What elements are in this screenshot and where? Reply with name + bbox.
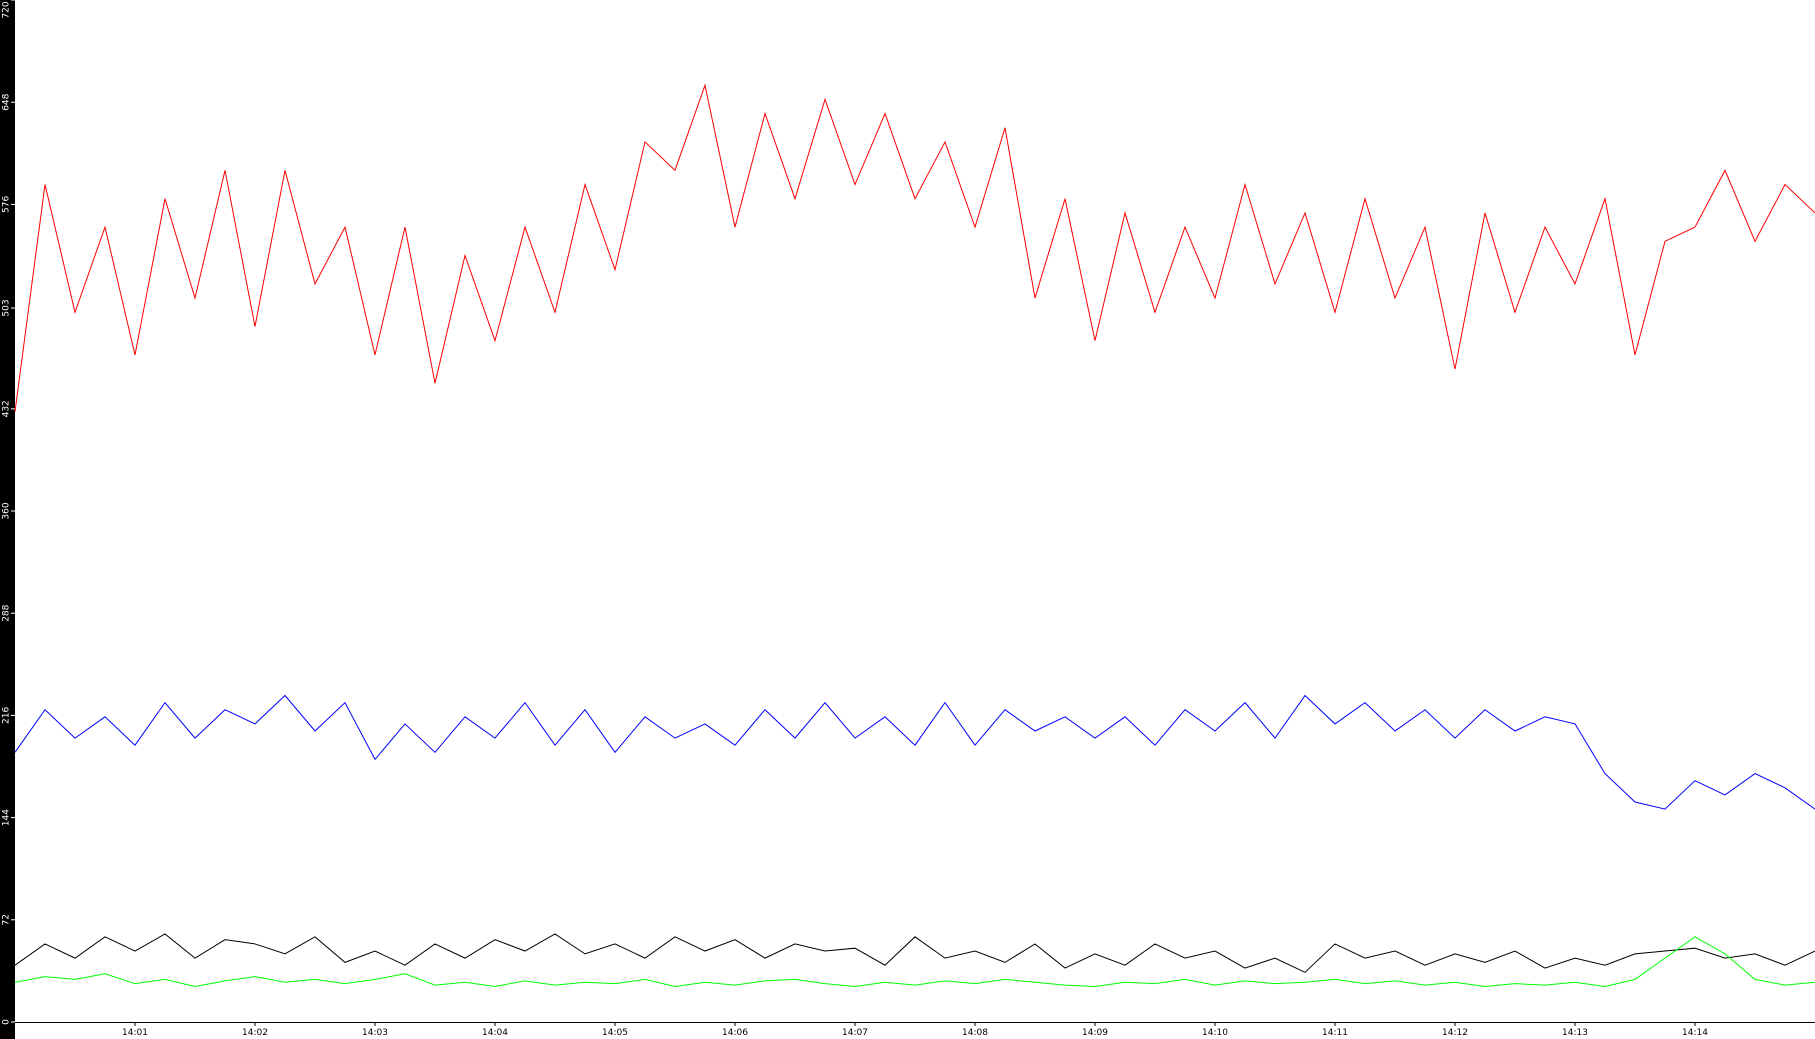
y-tick-label: 0 [2,1019,12,1025]
y-tick-label: 432 [2,400,12,417]
y-axis-strip [0,0,15,1039]
y-tick-label: 720 [2,1,12,18]
x-tick-label: 14:10 [1202,1028,1228,1038]
x-tick-label: 14:11 [1322,1028,1348,1038]
y-tick-label: 216 [2,707,12,724]
y-tick-label: 360 [2,502,12,519]
x-tick-label: 14:04 [482,1028,508,1038]
y-tick-label: 72 [2,914,12,925]
series-line [14,83,1815,412]
series-line [14,694,1815,810]
y-tick-label: 288 [2,604,12,621]
y-tick-label: 576 [2,196,12,213]
y-tick-label: 503 [2,299,12,316]
x-tick-label: 14:05 [602,1028,628,1038]
x-tick-label: 14:02 [242,1028,268,1038]
x-tick-label: 14:06 [722,1028,748,1038]
x-tick-label: 14:12 [1442,1028,1468,1038]
y-tick-label: 648 [2,93,12,110]
x-tick-label: 14:08 [962,1028,988,1038]
x-tick-label: 14:13 [1562,1028,1588,1038]
x-tick-label: 14:14 [1682,1028,1708,1038]
series-line [14,936,1815,988]
x-tick-label: 14:01 [122,1028,148,1038]
y-tick-label: 144 [2,809,12,826]
x-tick-label: 14:09 [1082,1028,1108,1038]
x-tick-label: 14:03 [362,1028,388,1038]
x-tick-label: 14:07 [842,1028,868,1038]
series-line [14,933,1815,973]
